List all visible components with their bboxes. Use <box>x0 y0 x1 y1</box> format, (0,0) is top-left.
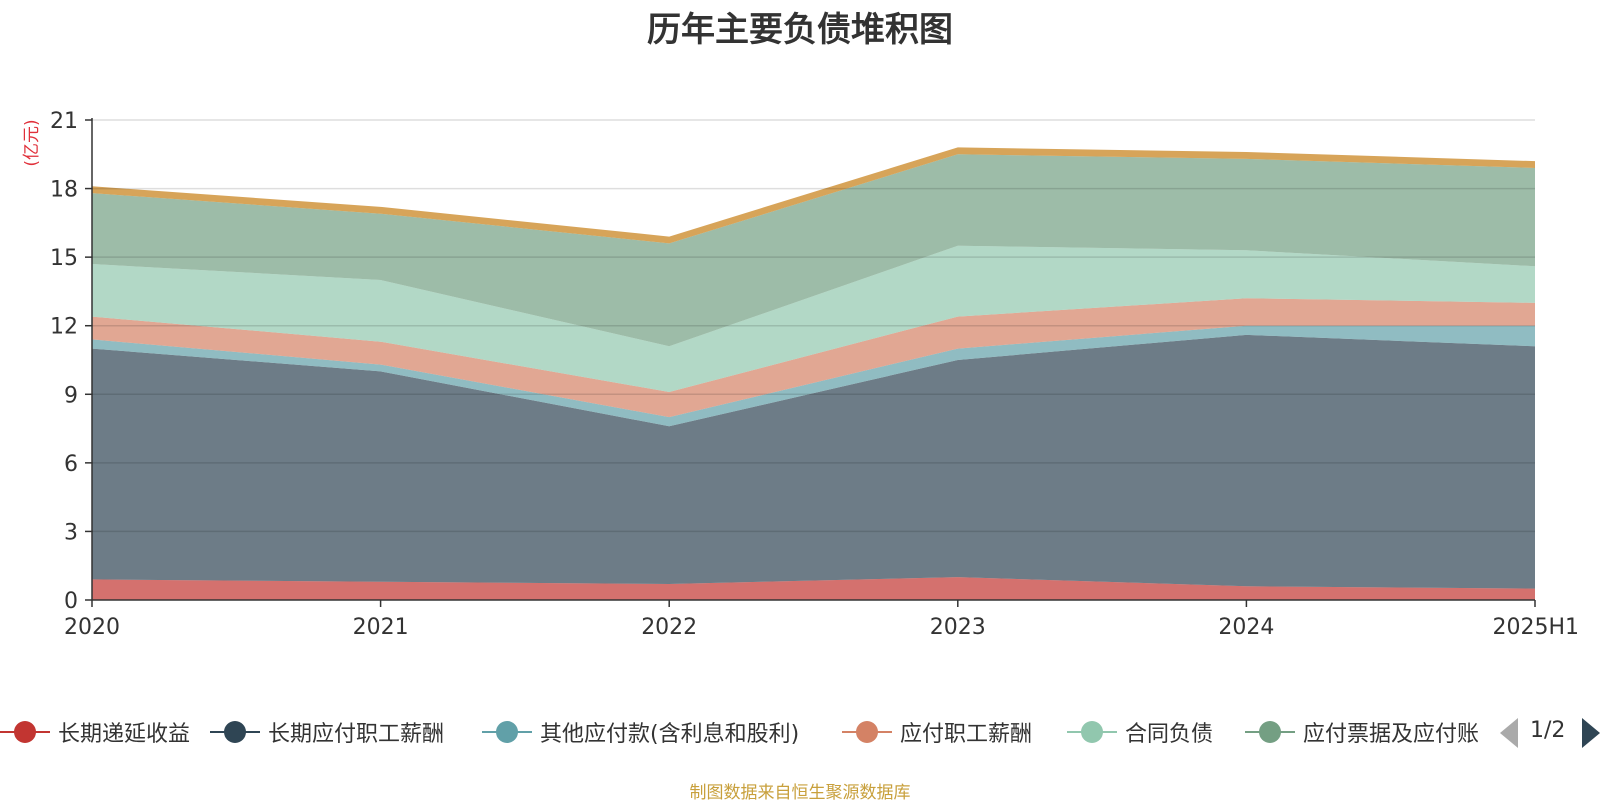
y-tick-label-15: 15 <box>50 246 78 271</box>
legend-item-6[interactable]: 应付票据及应付账款 <box>1245 715 1478 749</box>
grid-lines <box>92 119 1535 533</box>
x-tick-label-2025H1: 2025H1 <box>1492 615 1579 640</box>
y-tick-label-6: 6 <box>64 452 78 477</box>
legend-items: 长期递延收益 长期应付职工薪酬 其他应付款(含利息和股利) 应付职工薪酬 合同负债 应付票… <box>0 715 1478 755</box>
legend-label: 长期应付职工薪酬 <box>268 722 445 747</box>
legend-label: 其他应付款(含利息和股利) <box>540 722 800 747</box>
chart-title: 历年主要负债堆积图 <box>647 10 953 50</box>
legend-symbol-icon <box>482 715 532 749</box>
axes: 0 3 6 9 12 15 18 21 2020 2021 2022 2023 2024 2025H1 <box>50 109 1579 640</box>
legend-page-indicator: 1/2 <box>1530 718 1566 743</box>
series-area-3 <box>92 325 1535 427</box>
series-area-4 <box>92 298 1535 418</box>
series-area-7 <box>92 147 1535 244</box>
legend-symbol-icon <box>210 715 260 749</box>
legend-label: 长期递延收益 <box>58 722 191 747</box>
series-area-1 <box>92 577 1535 600</box>
legend: 长期递延收益 长期应付职工薪酬 其他应付款(含利息和股利) 应付职工薪酬 合同负债 应付票… <box>0 715 1600 755</box>
y-tick-label-3: 3 <box>64 520 78 545</box>
y-tick-label-9: 9 <box>64 383 78 408</box>
series-area-6 <box>92 154 1535 347</box>
series-area-5 <box>92 245 1535 392</box>
legend-item-4[interactable]: 应付职工薪酬 <box>842 715 1032 749</box>
x-tick-label-2020: 2020 <box>64 615 120 640</box>
y-axis-unit-label: (亿元) <box>22 119 42 166</box>
legend-item-3[interactable]: 其他应付款(含利息和股利) <box>482 715 799 749</box>
y-tick-label-12: 12 <box>50 315 78 340</box>
x-tick-label-2024: 2024 <box>1218 615 1274 640</box>
legend-label: 应付票据及应付账款 <box>1303 722 1478 747</box>
legend-next-page-button[interactable] <box>1582 718 1600 748</box>
legend-prev-page-button[interactable] <box>1500 718 1518 748</box>
legend-label: 合同负债 <box>1125 722 1214 747</box>
y-tick-label-18: 18 <box>50 178 78 203</box>
legend-symbol-icon <box>842 715 892 749</box>
legend-item-2[interactable]: 长期应付职工薪酬 <box>210 715 444 749</box>
legend-symbol-icon <box>0 715 50 749</box>
series-area-2 <box>92 334 1535 589</box>
legend-item-1[interactable]: 长期递延收益 <box>0 715 190 749</box>
x-tick-label-2021: 2021 <box>353 615 409 640</box>
legend-label: 应付职工薪酬 <box>900 722 1033 747</box>
legend-symbol-icon <box>1067 715 1117 749</box>
chart-area: 0 3 6 9 12 15 18 21 2020 2021 2022 2023 2024 2025H1 (… <box>22 109 1579 640</box>
x-tick-label-2023: 2023 <box>930 615 986 640</box>
x-tick-label-2022: 2022 <box>641 615 697 640</box>
legend-item-5[interactable]: 合同负债 <box>1067 715 1213 749</box>
y-tick-label-21: 21 <box>50 109 78 134</box>
legend-symbol-icon <box>1245 715 1295 749</box>
source-note: 制图数据来自恒生聚源数据库 <box>689 783 911 803</box>
y-tick-label-0: 0 <box>64 589 78 614</box>
series-areas <box>92 147 1535 600</box>
